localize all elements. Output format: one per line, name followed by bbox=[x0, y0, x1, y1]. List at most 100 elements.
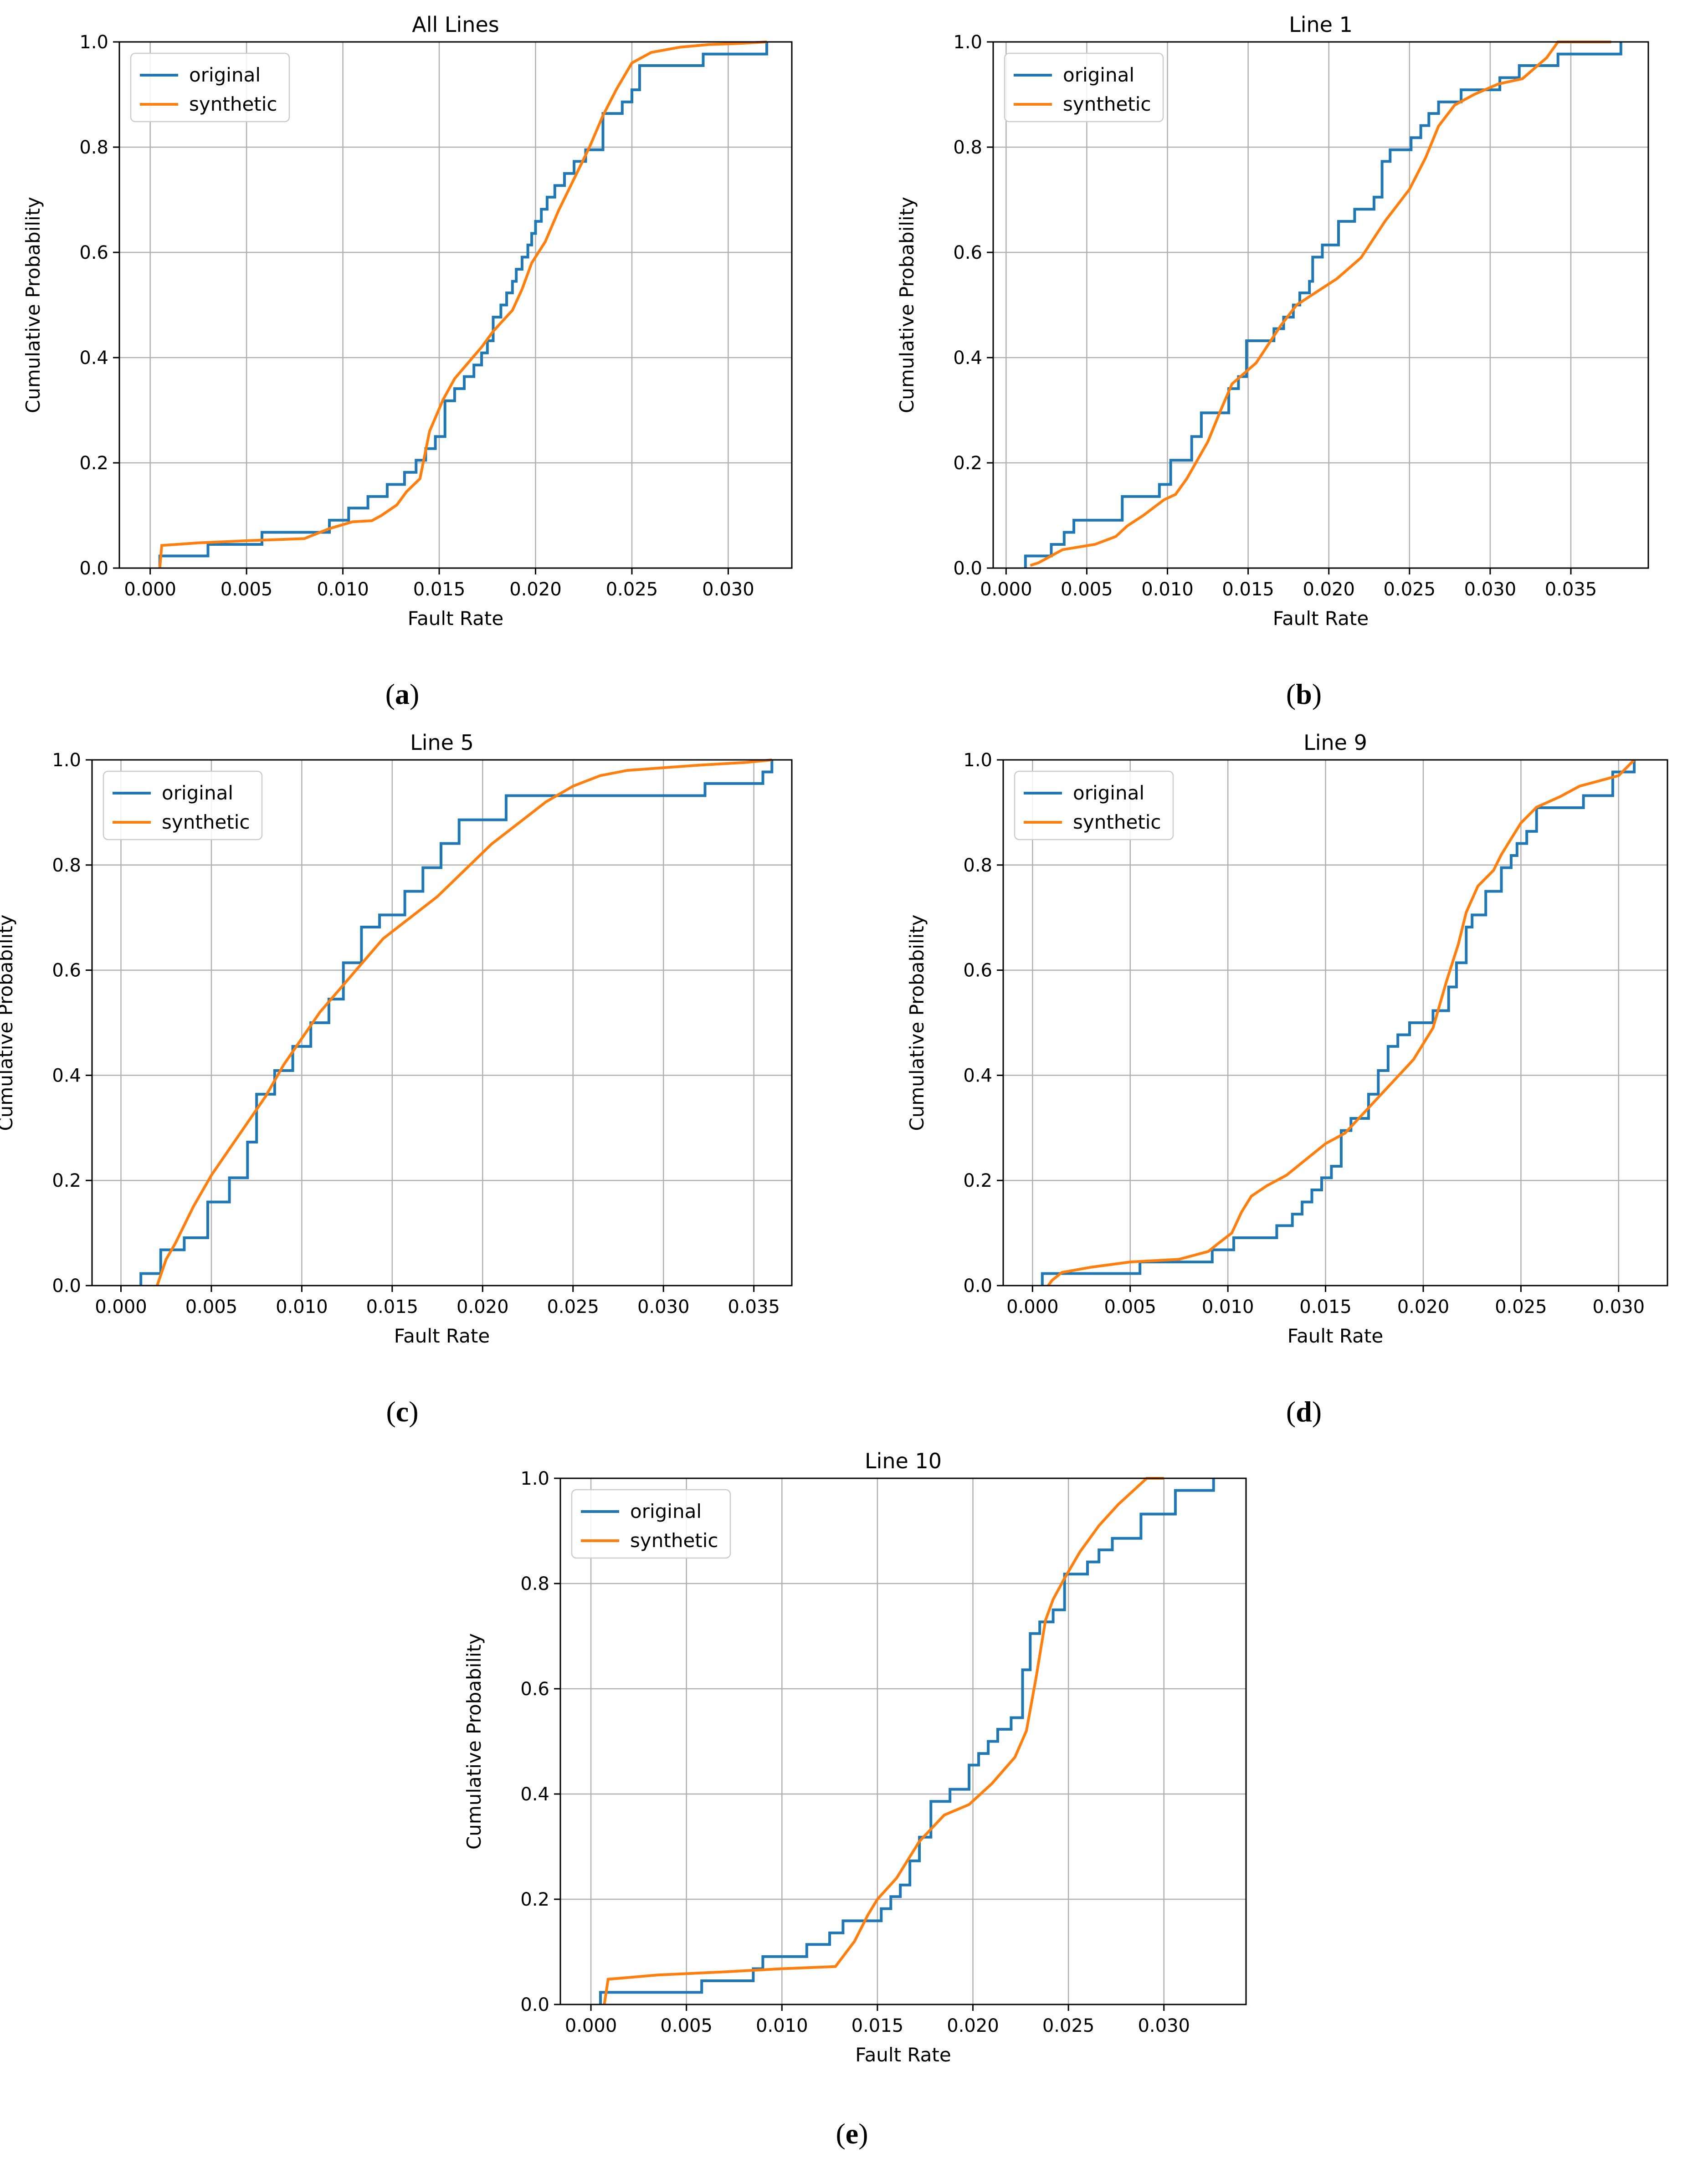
y-tick-label: 0.6 bbox=[52, 960, 81, 981]
x-tick-label: 0.030 bbox=[1593, 1297, 1645, 1317]
y-tick-label: 0.4 bbox=[963, 1065, 992, 1086]
x-tick-label: 0.015 bbox=[851, 2015, 904, 2036]
x-tick-label: 0.010 bbox=[756, 2015, 808, 2036]
y-axis-label: Cumulative Probability bbox=[906, 914, 928, 1131]
legend-label-original: original bbox=[630, 1500, 702, 1522]
x-tick-label: 0.025 bbox=[606, 579, 658, 600]
y-tick-label: 0.6 bbox=[963, 960, 992, 981]
x-tick-label: 0.025 bbox=[1495, 1297, 1547, 1317]
x-tick-label: 0.000 bbox=[124, 579, 176, 600]
legend: original synthetic bbox=[1004, 52, 1164, 123]
x-tick-label: 0.020 bbox=[1397, 1297, 1450, 1317]
x-tick-label: 0.025 bbox=[1384, 579, 1436, 600]
x-tick-label: 0.005 bbox=[1104, 1297, 1156, 1317]
y-tick-label: 0.6 bbox=[79, 242, 108, 263]
chart-panel-2: 0.000 0.005 0.010 0.015 0.020 0.025 0.030 0.035… bbox=[896, 12, 1649, 630]
y-tick-label: 0.8 bbox=[953, 137, 982, 158]
axes-frame bbox=[91, 759, 793, 1287]
chart-panel-1: 0.000 0.005 0.010 0.015 0.020 0.025 0.030 0.0 0.… bbox=[22, 12, 793, 630]
chart-title: Line 5 bbox=[410, 730, 474, 755]
x-tick-label: 0.000 bbox=[980, 579, 1032, 600]
x-tick-label: 0.005 bbox=[185, 1297, 238, 1317]
x-tick-label: 0.015 bbox=[413, 579, 466, 600]
panel-label-e: (e) bbox=[836, 2117, 868, 2150]
y-tick-label: 1.0 bbox=[953, 32, 982, 53]
y-tick-label: 0.6 bbox=[953, 242, 982, 263]
series-line-synthetic bbox=[1030, 41, 1611, 567]
series-line-original bbox=[139, 760, 774, 1286]
y-tick-label: 0.0 bbox=[520, 1994, 549, 2015]
y-tick-label: 0.8 bbox=[52, 855, 81, 876]
x-tick-label: 0.020 bbox=[456, 1297, 509, 1317]
x-tick-label: 0.020 bbox=[1303, 579, 1355, 600]
series-line-original bbox=[1041, 760, 1636, 1286]
x-tick-label: 0.015 bbox=[1299, 1297, 1352, 1317]
x-axis-label: Fault Rate bbox=[1287, 1325, 1383, 1347]
legend-label-synthetic: synthetic bbox=[189, 93, 277, 115]
x-tick-label: 0.025 bbox=[1042, 2015, 1095, 2036]
chart-panel-4: 0.000 0.005 0.010 0.015 0.020 0.025 0.030 0.0 0.… bbox=[906, 730, 1668, 1347]
x-tick-label: 0.005 bbox=[221, 579, 273, 600]
y-tick-label: 0.2 bbox=[52, 1170, 81, 1191]
legend-label-original: original bbox=[189, 64, 261, 86]
series-line-original bbox=[1024, 42, 1622, 568]
chart-panel-3: 0.000 0.005 0.010 0.015 0.020 0.025 0.030 0.035… bbox=[0, 730, 793, 1347]
legend-label-original: original bbox=[1063, 64, 1134, 86]
x-tick-label: 0.000 bbox=[1006, 1297, 1059, 1317]
y-tick-label: 0.8 bbox=[79, 137, 108, 158]
y-tick-label: 1.0 bbox=[963, 750, 992, 771]
axes-frame bbox=[992, 41, 1649, 569]
legend-label-original: original bbox=[1073, 782, 1144, 804]
legend-label-synthetic: synthetic bbox=[162, 811, 250, 833]
x-axis-label: Fault Rate bbox=[394, 1325, 490, 1347]
x-tick-label: 0.030 bbox=[1464, 579, 1517, 600]
chart-title: All Lines bbox=[412, 12, 499, 37]
legend: original synthetic bbox=[571, 1489, 731, 1559]
y-tick-label: 0.0 bbox=[52, 1276, 81, 1297]
x-tick-label: 0.025 bbox=[547, 1297, 599, 1317]
x-tick-label: 0.030 bbox=[1138, 2015, 1190, 2036]
legend-label-synthetic: synthetic bbox=[1073, 811, 1161, 833]
y-tick-label: 0.4 bbox=[953, 348, 982, 369]
y-tick-label: 0.2 bbox=[963, 1170, 992, 1191]
legend: original synthetic bbox=[103, 770, 263, 841]
y-tick-label: 0.4 bbox=[520, 1784, 549, 1805]
x-tick-label: 0.010 bbox=[1202, 1297, 1254, 1317]
y-tick-label: 0.8 bbox=[520, 1574, 549, 1594]
legend-label-original: original bbox=[162, 782, 233, 804]
chart-title: Line 10 bbox=[865, 1449, 942, 1473]
x-axis-label: Fault Rate bbox=[855, 2044, 951, 2066]
chart-panel-5: 0.000 0.005 0.010 0.015 0.020 0.025 0.030 0.0 0.… bbox=[463, 1449, 1247, 2066]
y-tick-label: 0.2 bbox=[953, 453, 982, 474]
y-axis-label: Cumulative Probability bbox=[896, 197, 918, 413]
y-tick-label: 0.0 bbox=[963, 1276, 992, 1297]
x-tick-label: 0.010 bbox=[276, 1297, 328, 1317]
x-tick-label: 0.005 bbox=[1061, 579, 1113, 600]
panel-label-b: (b) bbox=[1286, 678, 1322, 710]
axes-frame bbox=[118, 41, 793, 569]
x-tick-label: 0.010 bbox=[317, 579, 369, 600]
y-tick-label: 0.6 bbox=[520, 1679, 549, 1700]
x-tick-label: 0.005 bbox=[660, 2015, 713, 2036]
x-tick-label: 0.035 bbox=[1545, 579, 1597, 600]
y-axis-label: Cumulative Probability bbox=[0, 914, 17, 1131]
x-tick-label: 0.015 bbox=[1222, 579, 1274, 600]
y-tick-label: 0.8 bbox=[963, 855, 992, 876]
series-line-original bbox=[599, 1478, 1215, 2004]
axes-frame bbox=[1002, 759, 1668, 1287]
y-tick-label: 1.0 bbox=[520, 1468, 549, 1489]
panel-label-c: (c) bbox=[386, 1395, 418, 1428]
chart-title: Line 1 bbox=[1289, 12, 1353, 37]
series-line-synthetic bbox=[1047, 759, 1636, 1287]
chart-title: Line 9 bbox=[1303, 730, 1367, 755]
legend: original synthetic bbox=[130, 52, 290, 123]
x-tick-label: 0.030 bbox=[637, 1297, 690, 1317]
panel-label-a: (a) bbox=[385, 678, 420, 710]
legend-label-synthetic: synthetic bbox=[630, 1529, 718, 1552]
x-tick-label: 0.010 bbox=[1141, 579, 1194, 600]
legend-label-synthetic: synthetic bbox=[1063, 93, 1151, 115]
panel-label-d: (d) bbox=[1286, 1395, 1322, 1428]
x-tick-label: 0.000 bbox=[565, 2015, 617, 2036]
y-axis-label: Cumulative Probability bbox=[463, 1633, 485, 1850]
